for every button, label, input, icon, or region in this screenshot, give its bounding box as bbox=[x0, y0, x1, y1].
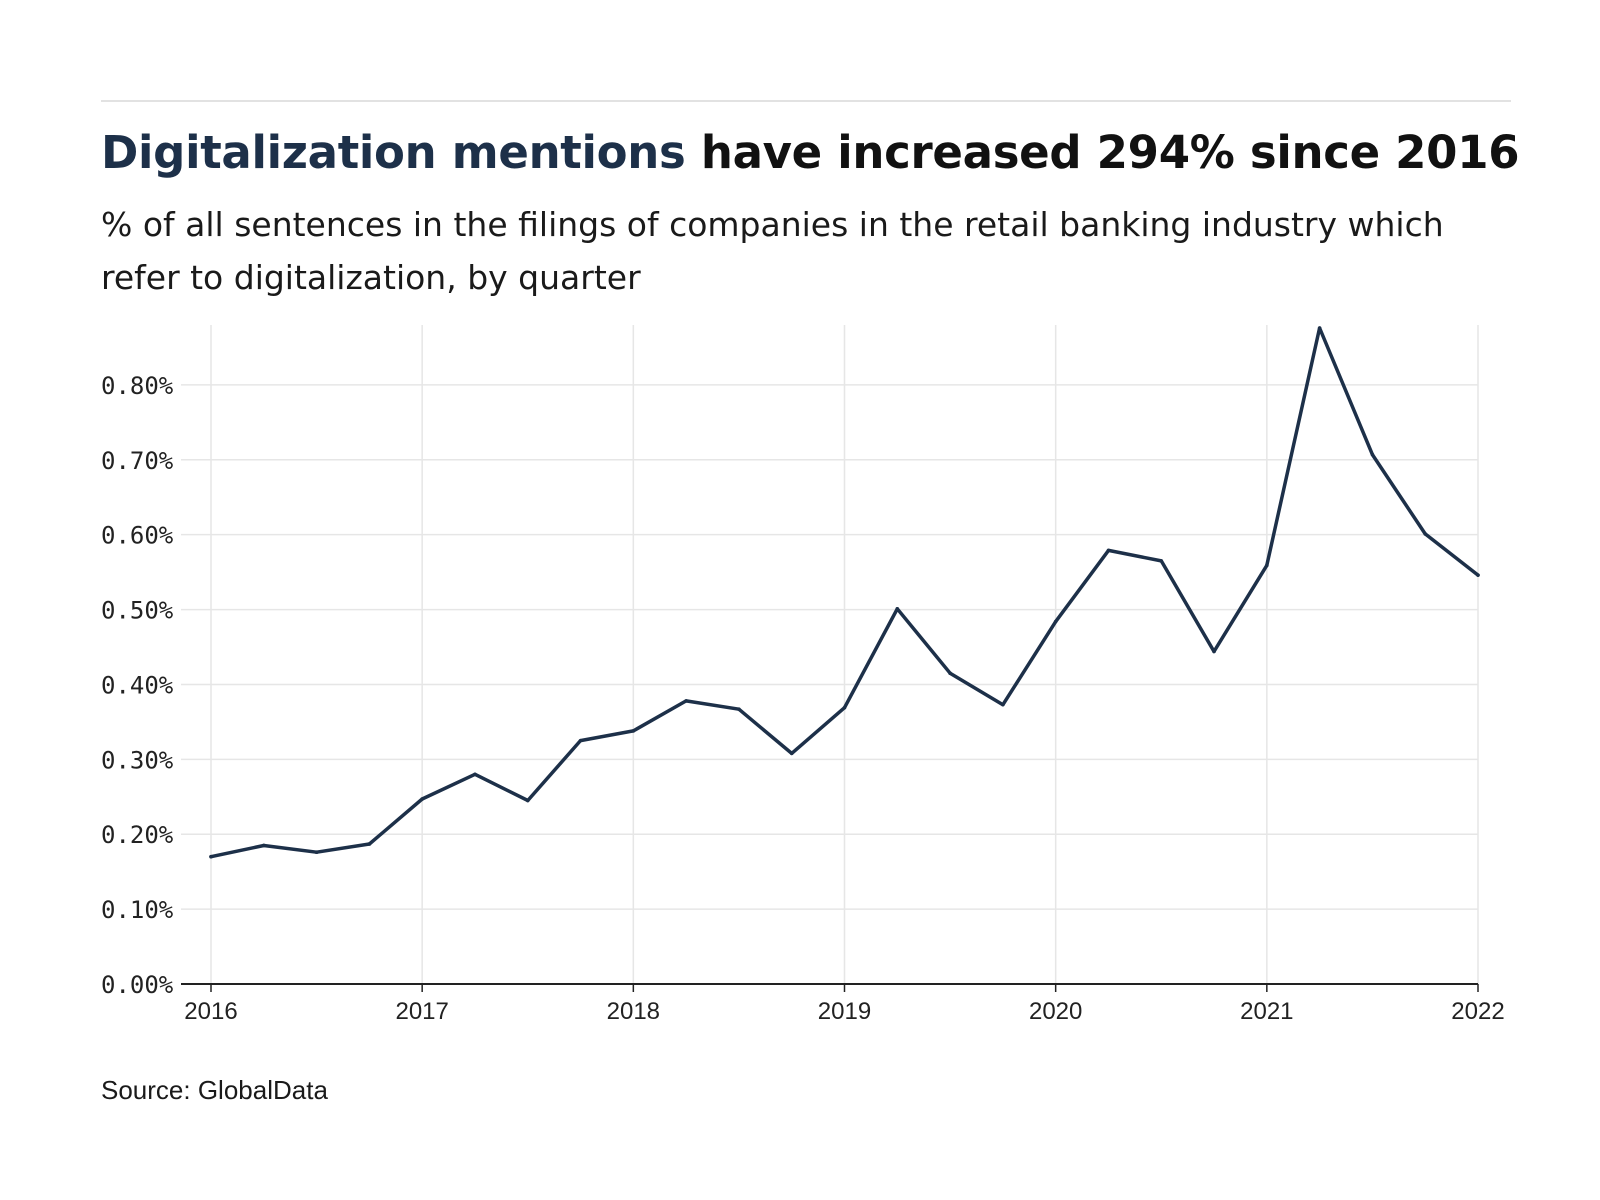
y-tick-label: 0.80% bbox=[101, 372, 174, 400]
data-point bbox=[1159, 559, 1164, 563]
data-point bbox=[737, 707, 741, 711]
data-point bbox=[367, 842, 372, 846]
y-axis-tick-labels: 0.00% 0.10% 0.20% 0.30% 0.40% 0.50% 0.60% 0.70%… bbox=[101, 372, 174, 999]
data-point bbox=[261, 843, 266, 848]
x-tick-label: 2019 bbox=[818, 998, 871, 1025]
data-point bbox=[1476, 573, 1480, 577]
data-point bbox=[895, 607, 900, 611]
y-tick-label: 0.50% bbox=[101, 597, 174, 625]
y-tick-label: 0.10% bbox=[101, 896, 174, 924]
data-point bbox=[1370, 452, 1375, 457]
x-axis bbox=[181, 983, 1479, 992]
data-point bbox=[420, 797, 424, 801]
y-tick-label: 0.30% bbox=[101, 746, 174, 774]
y-tick-label: 0.60% bbox=[101, 522, 174, 550]
data-point bbox=[631, 729, 636, 733]
y-tick-label: 0.70% bbox=[101, 447, 174, 475]
data-point bbox=[1001, 702, 1005, 707]
data-point bbox=[473, 772, 477, 777]
chart-subtitle: % of all sentences in the filings of com… bbox=[101, 205, 1444, 297]
data-point bbox=[789, 751, 794, 756]
series-layer bbox=[209, 326, 1480, 859]
data-point bbox=[1106, 548, 1111, 553]
y-tick-label: 0.40% bbox=[101, 671, 174, 699]
data-point bbox=[1053, 619, 1058, 624]
data-point bbox=[842, 705, 847, 710]
chart-title: Digitalization mentions have increased 2… bbox=[101, 126, 1520, 179]
data-point bbox=[1265, 563, 1269, 568]
vertical-gridlines bbox=[210, 325, 1479, 984]
data-point bbox=[948, 671, 952, 676]
data-point bbox=[578, 738, 583, 743]
data-point bbox=[1423, 532, 1428, 536]
data-point bbox=[314, 850, 319, 854]
data-point bbox=[684, 699, 688, 703]
chart-title-rest: have increased 294% since 2016 bbox=[685, 126, 1520, 179]
x-axis-tick-labels: 2016 2017 2018 2019 2020 2021 2022 bbox=[184, 998, 1504, 1025]
x-tick-label: 2020 bbox=[1029, 998, 1082, 1025]
x-tick-label: 2017 bbox=[395, 998, 448, 1025]
data-point bbox=[525, 798, 530, 803]
data-point bbox=[1317, 326, 1322, 330]
top-divider bbox=[101, 100, 1511, 102]
x-tick-label: 2016 bbox=[184, 998, 237, 1025]
data-point bbox=[1212, 649, 1216, 654]
source-note: Source: GlobalData bbox=[101, 1075, 328, 1105]
x-tick-label: 2018 bbox=[607, 998, 660, 1025]
chart-title-highlight: Digitalization mentions bbox=[101, 126, 686, 179]
data-point bbox=[209, 854, 213, 859]
x-tick-label: 2021 bbox=[1240, 998, 1293, 1025]
x-tick-label: 2022 bbox=[1451, 998, 1504, 1025]
horizontal-gridlines bbox=[181, 384, 1478, 910]
y-tick-label: 0.20% bbox=[101, 821, 174, 849]
y-tick-label: 0.00% bbox=[101, 971, 174, 999]
